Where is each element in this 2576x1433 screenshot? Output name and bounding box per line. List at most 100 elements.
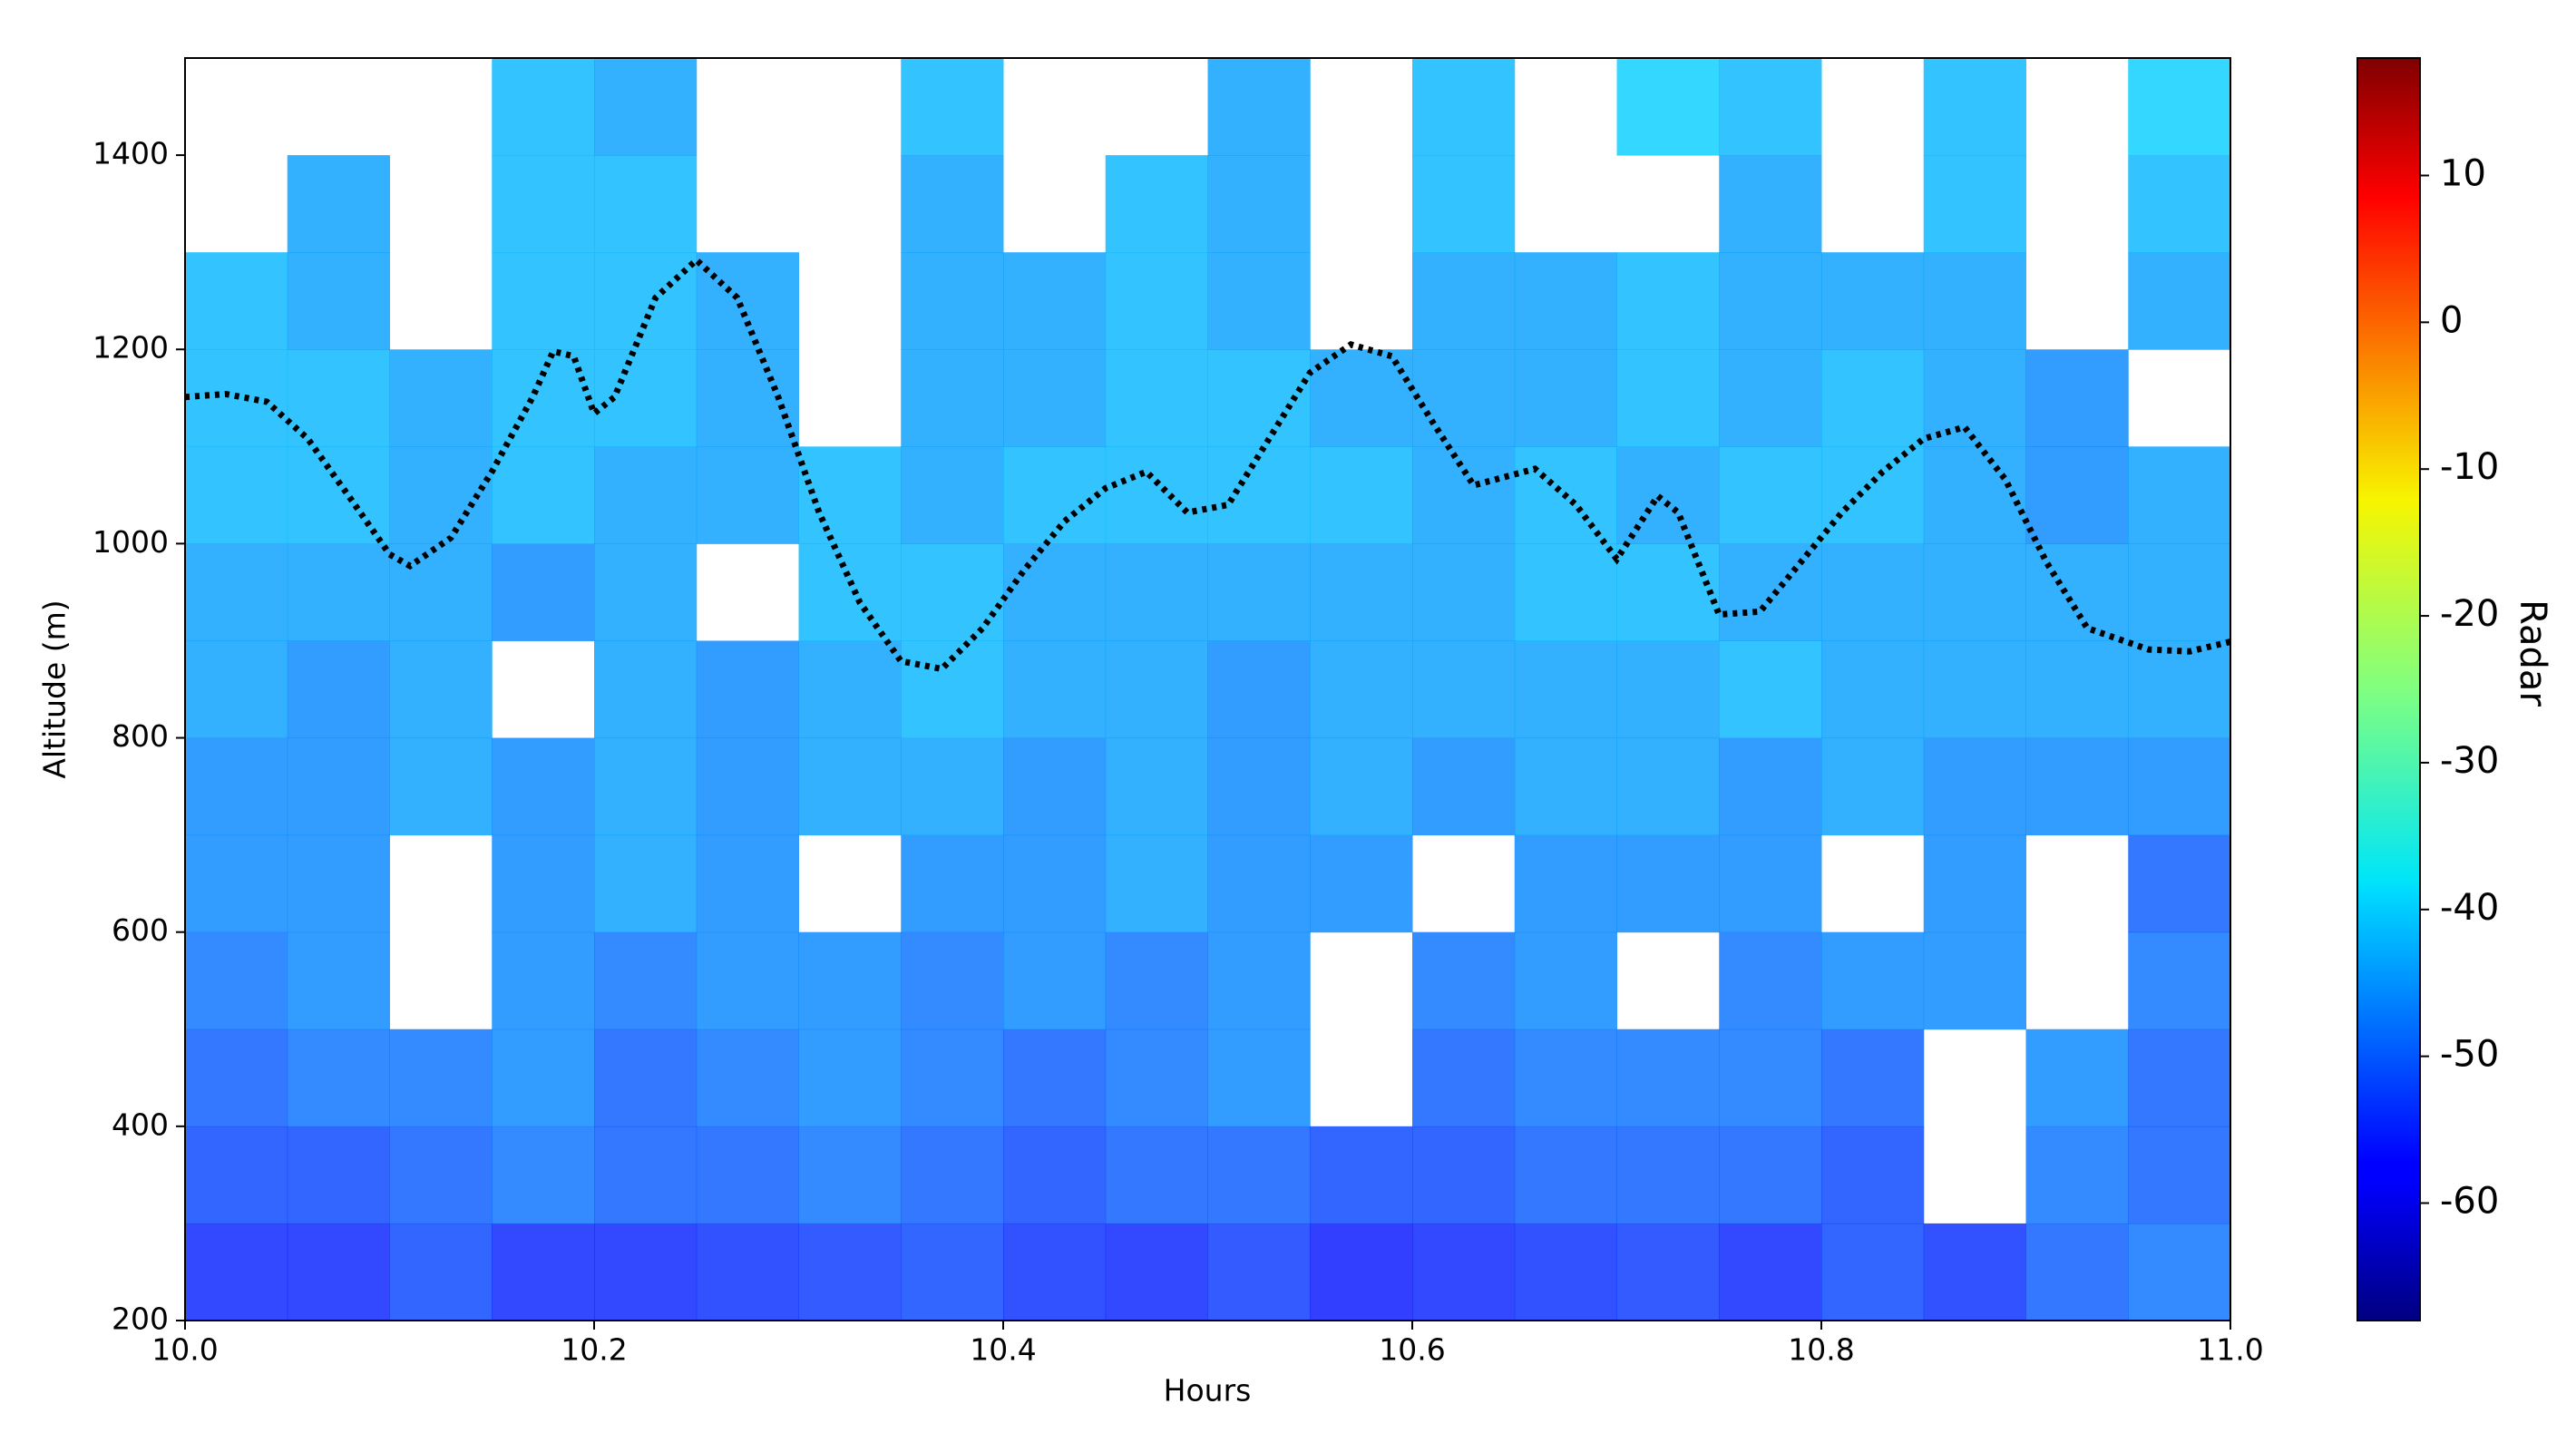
heatmap-cell — [1207, 931, 1311, 1030]
heatmap-cell — [696, 640, 799, 739]
heatmap-cell — [1719, 58, 1822, 156]
heatmap-cell — [1105, 155, 1208, 253]
heatmap-cell — [1719, 931, 1822, 1030]
heatmap-cell — [696, 1028, 799, 1127]
heatmap-cell — [492, 1223, 595, 1321]
heatmap-cell — [1207, 1028, 1311, 1127]
heatmap-cell — [2025, 737, 2129, 836]
heatmap-cell — [492, 252, 595, 350]
heatmap-cell — [1923, 737, 2026, 836]
x-tick-label: 10.8 — [1788, 1332, 1854, 1368]
heatmap-cell — [287, 1028, 390, 1127]
heatmap-cell — [594, 931, 698, 1030]
heatmap-cell — [1105, 834, 1208, 933]
heatmap-cell — [2128, 1223, 2231, 1321]
heatmap-cell — [1821, 446, 1925, 544]
heatmap-cell — [1310, 737, 1413, 836]
x-tick-label: 10.6 — [1379, 1332, 1445, 1368]
heatmap-cell — [1310, 1223, 1413, 1321]
heatmap-cell — [1821, 931, 1925, 1030]
heatmap-cell — [2128, 252, 2231, 350]
heatmap-cell — [185, 252, 288, 350]
heatmap-cell — [1719, 834, 1822, 933]
heatmap-cell — [2128, 640, 2231, 739]
colorbar-tick-label: -30 — [2440, 740, 2499, 782]
colorbar — [2356, 57, 2421, 1321]
y-tick-label: 800 — [112, 718, 169, 754]
heatmap-cell — [185, 1126, 288, 1224]
y-axis-label: Altitude (m) — [37, 600, 73, 778]
heatmap-cell — [1719, 155, 1822, 253]
heatmap-cell — [2025, 543, 2129, 641]
heatmap-cell — [185, 640, 288, 739]
y-tick-label: 600 — [112, 912, 169, 948]
heatmap-cell — [1003, 1028, 1107, 1127]
y-tick-label: 400 — [112, 1106, 169, 1142]
heatmap-cell — [798, 1126, 902, 1224]
heatmap-cell — [389, 1126, 493, 1224]
heatmap-cell — [492, 1028, 595, 1127]
heatmap-cell — [185, 931, 288, 1030]
heatmap-cell — [1514, 931, 1617, 1030]
heatmap-cell — [389, 640, 493, 739]
heatmap-cell — [901, 1126, 1004, 1224]
heatmap-cell — [901, 1028, 1004, 1127]
heatmap-cell — [1719, 1223, 1822, 1321]
heatmap-cell — [1003, 543, 1107, 641]
colorbar-tick-label: 10 — [2440, 152, 2486, 194]
heatmap-cell — [1616, 1028, 1720, 1127]
heatmap-cell — [1923, 543, 2026, 641]
heatmap-cell — [1719, 543, 1822, 641]
heatmap-cell — [1105, 640, 1208, 739]
heatmap-cell — [798, 931, 902, 1030]
colorbar-tick-label: -20 — [2440, 593, 2499, 635]
heatmap-cell — [1105, 349, 1208, 447]
heatmap-cell — [1616, 252, 1720, 350]
x-axis-label: Hours — [1164, 1373, 1252, 1409]
heatmap-cell — [287, 737, 390, 836]
heatmap-cell — [287, 446, 390, 544]
heatmap-cell — [1310, 1126, 1413, 1224]
heatmap-cell — [594, 1126, 698, 1224]
heatmap-cell — [798, 1028, 902, 1127]
heatmap-cell — [492, 155, 595, 253]
heatmap-cell — [1821, 640, 1925, 739]
heatmap-cell — [492, 543, 595, 641]
heatmap-cell — [1207, 58, 1311, 156]
heatmap-cell — [1207, 1126, 1311, 1224]
heatmap-cell — [1412, 543, 1516, 641]
heatmap-cell — [1105, 543, 1208, 641]
heatmap-cell — [287, 155, 390, 253]
heatmap-cell — [1412, 252, 1516, 350]
heatmap-cell — [1923, 446, 2026, 544]
heatmap-cell — [1412, 1028, 1516, 1127]
heatmap-cell — [1821, 737, 1925, 836]
heatmap-cell — [1514, 252, 1617, 350]
heatmap-cell — [1719, 349, 1822, 447]
heatmap-cell — [287, 252, 390, 350]
heatmap-cell — [594, 1223, 698, 1321]
heatmap-cell — [1923, 155, 2026, 253]
heatmap-cell — [2128, 155, 2231, 253]
heatmap-cell — [1003, 931, 1107, 1030]
x-tick-label: 10.4 — [970, 1332, 1036, 1368]
heatmap-cell — [1412, 1223, 1516, 1321]
heatmap-cell — [1412, 640, 1516, 739]
heatmap-cell — [1923, 931, 2026, 1030]
heatmap-cell — [492, 834, 595, 933]
heatmap-cell — [1514, 737, 1617, 836]
heatmap-cell — [1310, 834, 1413, 933]
heatmap-cell — [1003, 349, 1107, 447]
heatmap-cell — [1310, 543, 1413, 641]
heatmap-cell — [185, 1223, 288, 1321]
heatmap-cell — [1616, 543, 1720, 641]
heatmap-cell — [1616, 1223, 1720, 1321]
heatmap-cell — [1003, 737, 1107, 836]
heatmap-cell — [1105, 1126, 1208, 1224]
x-tick-label: 10.0 — [151, 1332, 218, 1368]
heatmap-cell — [492, 58, 595, 156]
heatmap-cell — [287, 1223, 390, 1321]
heatmap-cell — [389, 349, 493, 447]
colorbar-tick-label: 0 — [2440, 299, 2463, 341]
heatmap-cell — [1105, 931, 1208, 1030]
